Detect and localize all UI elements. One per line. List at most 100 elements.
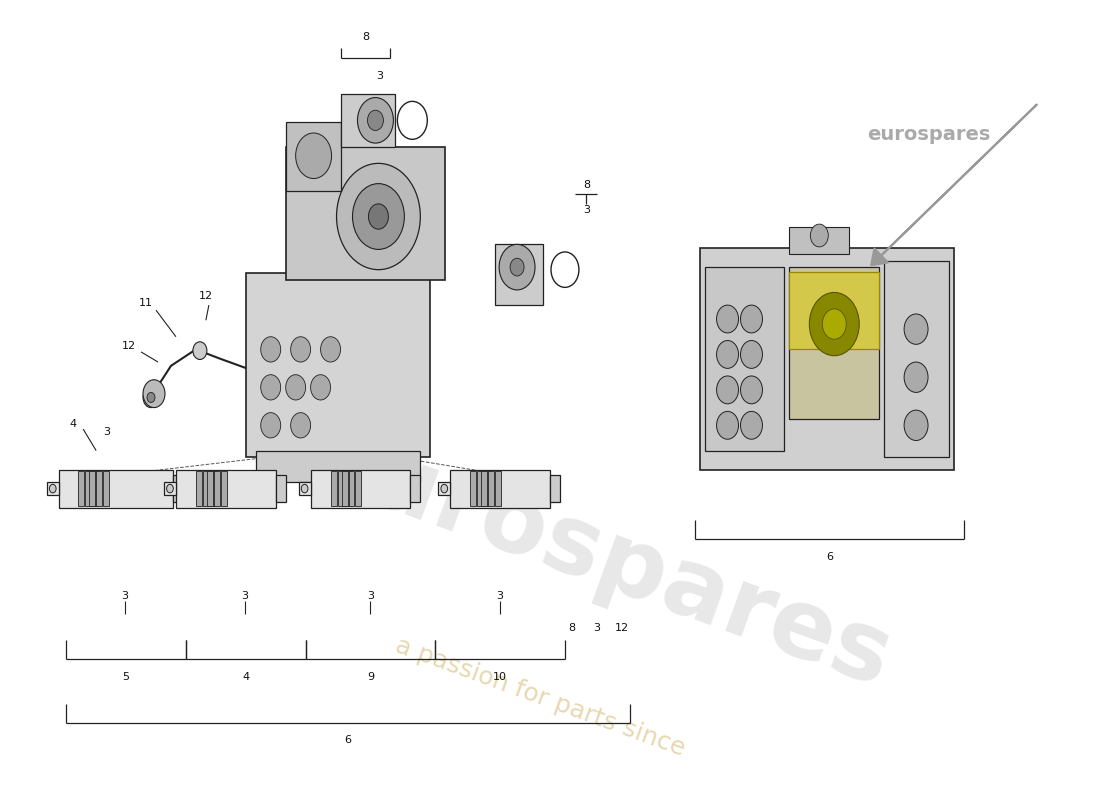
FancyArrowPatch shape bbox=[871, 105, 1037, 265]
Bar bbox=[164, 482, 176, 495]
Text: 4: 4 bbox=[69, 419, 77, 429]
Bar bbox=[286, 147, 446, 280]
Bar bbox=[477, 471, 483, 506]
Bar bbox=[484, 471, 491, 506]
Text: 3: 3 bbox=[583, 205, 591, 215]
Circle shape bbox=[441, 484, 448, 493]
Circle shape bbox=[358, 98, 394, 143]
Bar bbox=[410, 475, 420, 502]
Bar bbox=[78, 471, 85, 506]
Bar bbox=[341, 94, 395, 147]
Bar bbox=[438, 482, 450, 495]
Bar bbox=[103, 471, 109, 506]
Bar bbox=[196, 471, 202, 506]
Bar bbox=[338, 471, 343, 506]
Bar bbox=[495, 471, 502, 506]
Circle shape bbox=[904, 314, 928, 344]
Text: 3: 3 bbox=[241, 591, 249, 601]
Circle shape bbox=[166, 484, 174, 493]
Text: 3: 3 bbox=[376, 71, 383, 81]
Bar bbox=[47, 482, 58, 495]
Bar bbox=[310, 470, 410, 507]
Circle shape bbox=[352, 184, 405, 250]
Bar bbox=[349, 471, 354, 506]
Circle shape bbox=[740, 376, 762, 404]
Circle shape bbox=[290, 337, 310, 362]
Circle shape bbox=[716, 411, 738, 439]
Text: 10: 10 bbox=[493, 672, 507, 682]
Bar bbox=[481, 471, 487, 506]
Text: 8: 8 bbox=[362, 32, 369, 42]
Bar bbox=[89, 471, 96, 506]
Bar bbox=[450, 470, 550, 507]
Bar bbox=[790, 267, 879, 419]
Circle shape bbox=[320, 337, 341, 362]
Bar bbox=[85, 471, 91, 506]
Circle shape bbox=[296, 133, 331, 178]
Bar bbox=[331, 471, 337, 506]
Bar bbox=[790, 272, 879, 350]
Text: 4: 4 bbox=[242, 672, 250, 682]
Circle shape bbox=[261, 337, 280, 362]
Circle shape bbox=[286, 374, 306, 400]
Circle shape bbox=[811, 224, 828, 247]
Circle shape bbox=[716, 305, 738, 333]
Bar bbox=[298, 482, 310, 495]
Circle shape bbox=[301, 484, 308, 493]
Text: 3: 3 bbox=[122, 591, 129, 601]
Circle shape bbox=[740, 341, 762, 368]
Text: 12: 12 bbox=[199, 291, 213, 302]
Text: 9: 9 bbox=[367, 672, 374, 682]
Bar bbox=[210, 471, 216, 506]
Text: a passion for parts since: a passion for parts since bbox=[392, 634, 689, 761]
Circle shape bbox=[50, 484, 56, 493]
Bar bbox=[705, 267, 784, 450]
Circle shape bbox=[510, 258, 524, 276]
Bar bbox=[96, 471, 102, 506]
Bar bbox=[470, 471, 476, 506]
Circle shape bbox=[192, 342, 207, 359]
Text: 3: 3 bbox=[496, 591, 504, 601]
Text: 11: 11 bbox=[139, 298, 153, 307]
Text: 3: 3 bbox=[593, 622, 601, 633]
Bar bbox=[355, 471, 362, 506]
Text: 12: 12 bbox=[122, 341, 136, 350]
Circle shape bbox=[143, 380, 165, 407]
Circle shape bbox=[368, 204, 388, 229]
Bar bbox=[221, 471, 227, 506]
Bar bbox=[245, 274, 430, 457]
Bar bbox=[174, 475, 184, 502]
Bar bbox=[495, 244, 543, 305]
Bar bbox=[92, 471, 98, 506]
Text: 3: 3 bbox=[103, 426, 111, 437]
Circle shape bbox=[147, 393, 155, 402]
Bar bbox=[207, 471, 213, 506]
Bar bbox=[488, 471, 494, 506]
Text: 3: 3 bbox=[367, 591, 374, 601]
Bar bbox=[213, 471, 220, 506]
Circle shape bbox=[810, 293, 859, 356]
Bar bbox=[58, 470, 174, 507]
Circle shape bbox=[716, 376, 738, 404]
Bar bbox=[884, 261, 949, 457]
Bar bbox=[790, 226, 849, 254]
Bar bbox=[700, 248, 954, 470]
Bar bbox=[344, 471, 351, 506]
Circle shape bbox=[310, 374, 331, 400]
Text: 8: 8 bbox=[569, 622, 575, 633]
Text: 5: 5 bbox=[122, 672, 130, 682]
Circle shape bbox=[367, 110, 384, 130]
Text: eurospares: eurospares bbox=[295, 410, 904, 707]
Circle shape bbox=[716, 341, 738, 368]
Circle shape bbox=[337, 163, 420, 270]
Circle shape bbox=[261, 413, 280, 438]
Bar bbox=[286, 122, 341, 191]
Circle shape bbox=[499, 244, 535, 290]
Circle shape bbox=[740, 305, 762, 333]
Text: eurospares: eurospares bbox=[868, 125, 991, 144]
Circle shape bbox=[823, 309, 846, 339]
Circle shape bbox=[904, 362, 928, 393]
Circle shape bbox=[261, 374, 280, 400]
Text: 8: 8 bbox=[583, 180, 591, 190]
Circle shape bbox=[290, 413, 310, 438]
